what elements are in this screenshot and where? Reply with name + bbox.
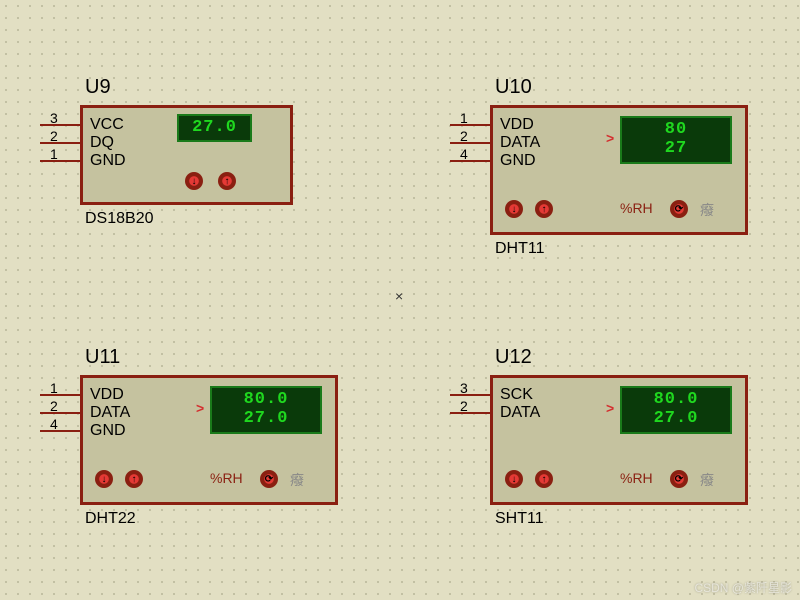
unit-label: %RH: [620, 200, 653, 216]
lcd-value: 27: [665, 140, 687, 159]
pin-line: [40, 142, 80, 144]
pin-line: [40, 124, 80, 126]
pin-name: DATA: [500, 404, 540, 422]
pin-number: 1: [460, 110, 468, 126]
pin-name: DATA: [90, 404, 130, 422]
pin-name: DATA: [500, 134, 540, 152]
adjust-button[interactable]: ↓: [185, 172, 203, 190]
unit-label: %RH: [210, 470, 243, 486]
adjust-button[interactable]: ↓: [505, 470, 523, 488]
lcd-display: 80.027.0: [620, 386, 732, 434]
degree-glyph: 癈: [700, 470, 714, 490]
pin-number: 4: [50, 416, 58, 432]
lcd-value: 80.0: [654, 391, 699, 410]
pin-line: [40, 394, 80, 396]
adjust-button[interactable]: ⟳: [670, 200, 688, 218]
adjust-button[interactable]: ⟳: [670, 470, 688, 488]
pin-number: 2: [460, 398, 468, 414]
lcd-value: 80: [665, 121, 687, 140]
pin-number: 4: [460, 146, 468, 162]
degree-glyph: 癈: [700, 200, 714, 220]
pin-name: VDD: [500, 116, 534, 134]
adjust-button[interactable]: ↑: [218, 172, 236, 190]
lcd-value: 27.0: [244, 410, 289, 429]
pin-number: 3: [460, 380, 468, 396]
ref-designator: U10: [495, 76, 532, 99]
ref-designator: U9: [85, 76, 111, 99]
pin-number: 1: [50, 146, 58, 162]
cursor-cross: ×: [395, 288, 403, 304]
ref-designator: U11: [85, 346, 120, 369]
unit-label: %RH: [620, 470, 653, 486]
adjust-button[interactable]: ↑: [125, 470, 143, 488]
pin-name: VCC: [90, 116, 124, 134]
pin-line: [450, 160, 490, 162]
schematic-canvas: × U9 DS18B20 3 VCC 2 DQ 1 GND 27.0 ↓ ↑ U10 DHT11 1 VDD 2…: [0, 0, 800, 600]
watermark: CSDN @紫阡星影: [694, 579, 792, 596]
lcd-value: 27.0: [192, 119, 237, 138]
part-number: SHT11: [495, 510, 544, 528]
pin-name: SCK: [500, 386, 533, 404]
part-number: DS18B20: [85, 210, 154, 228]
pin-line: [450, 412, 490, 414]
lcd-value: 27.0: [654, 410, 699, 429]
pin-name: GND: [500, 152, 536, 170]
selector-caret-icon[interactable]: >: [606, 400, 614, 416]
pin-number: 3: [50, 110, 58, 126]
lcd-display: 27.0: [177, 114, 252, 142]
pin-number: 2: [50, 398, 58, 414]
pin-line: [40, 160, 80, 162]
pin-name: VDD: [90, 386, 124, 404]
ref-designator: U12: [495, 346, 532, 369]
pin-name: GND: [90, 422, 126, 440]
adjust-button[interactable]: ↑: [535, 200, 553, 218]
pin-line: [450, 142, 490, 144]
pin-number: 1: [50, 380, 58, 396]
lcd-display: 80.027.0: [210, 386, 322, 434]
selector-caret-icon[interactable]: >: [606, 130, 614, 146]
pin-line: [450, 124, 490, 126]
degree-glyph: 癈: [290, 470, 304, 490]
lcd-display: 8027: [620, 116, 732, 164]
adjust-button[interactable]: ↓: [505, 200, 523, 218]
adjust-button[interactable]: ↑: [535, 470, 553, 488]
pin-name: GND: [90, 152, 126, 170]
pin-number: 2: [50, 128, 58, 144]
part-number: DHT22: [85, 510, 136, 528]
pin-line: [40, 412, 80, 414]
adjust-button[interactable]: ⟳: [260, 470, 278, 488]
pin-name: DQ: [90, 134, 114, 152]
pin-line: [40, 430, 80, 432]
pin-line: [450, 394, 490, 396]
lcd-value: 80.0: [244, 391, 289, 410]
part-number: DHT11: [495, 240, 545, 258]
adjust-button[interactable]: ↓: [95, 470, 113, 488]
pin-number: 2: [460, 128, 468, 144]
selector-caret-icon[interactable]: >: [196, 400, 204, 416]
